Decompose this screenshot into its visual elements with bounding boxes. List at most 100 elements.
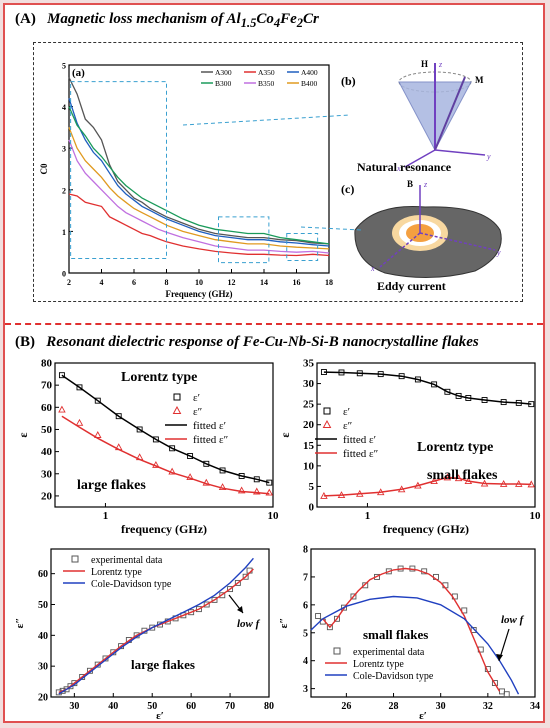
cole-large-legend-marker (71, 555, 79, 563)
small-eps-legend-label: fitted ε′ (343, 434, 376, 446)
large-eps-legend-label: fitted ε″ (193, 434, 228, 446)
c0-xlabel: Frequency (GHz) (165, 289, 232, 299)
c0-ytick-label: 1 (62, 228, 66, 237)
small_eps-ytick-label: 25 (303, 399, 315, 411)
cole_small-series-2-line (310, 595, 520, 695)
panel-a-text: Magnetic loss mechanism of Al1.5Co4Fe2Cr (47, 11, 319, 30)
cole_large-series-0-point (211, 596, 218, 603)
axis-label-m: M (475, 75, 484, 85)
c0-series-5-line (68, 127, 330, 250)
cole_small-series-0-point (461, 607, 468, 614)
small_eps-xtick-label: 1 (365, 510, 371, 522)
axis-label-b: B (407, 179, 413, 189)
cole_small-xtick-label: 26 (341, 701, 351, 712)
cole-large-arrowhead (237, 606, 243, 613)
cole_large-xlabel: ε′ (156, 710, 164, 721)
cole_small-xtick-label: 32 (483, 701, 493, 712)
small-eps-legend-label: ε′ (343, 406, 350, 418)
large_eps-series-0-point (76, 384, 83, 391)
large_eps-series-1-point (237, 486, 246, 494)
panel-b-label: (B) (15, 334, 35, 350)
cole-small-legend-marker (333, 647, 341, 655)
cole_large-ytick-label: 30 (38, 662, 48, 673)
c0-legend-label: B300 (215, 79, 232, 88)
large-flakes-cole-chart: 30 40 50 60 70 80 20 30 40 50 60 ε′ ε″ experimental d… (14, 548, 274, 721)
x-axis-line (404, 149, 436, 168)
c0-ytick-label: 0 (62, 270, 66, 279)
c0-series-4-line (68, 139, 330, 254)
c0-series-1-line (68, 193, 330, 257)
small-flakes-eps-chart: 1 10 0 5 10 15 20 25 30 35 frequency (GHz) ε ε′ ε″ fit… (278, 358, 541, 537)
small_eps-ytick-label: 5 (309, 481, 315, 493)
large_eps-ytick-label: 80 (41, 358, 53, 370)
cole_small-plot-frame (310, 548, 536, 698)
axis-label-x: x (396, 164, 401, 173)
small_eps-xlabel: frequency (GHz) (383, 522, 469, 536)
cole_small-ylabel: ε″ (278, 618, 290, 629)
large_eps-xtick-label: 1 (103, 510, 109, 522)
cole_large-series-0-point (234, 579, 241, 586)
large_eps-series-1-point (218, 483, 227, 491)
small-eps-legend-label: ε″ (343, 420, 352, 432)
large-eps-legend-marker (173, 393, 181, 401)
cole_large-ytick-label: 20 (38, 693, 48, 704)
eddy-axis-label-y: y (496, 248, 501, 257)
cole_small-xtick-label: 30 (436, 701, 446, 712)
cole_small-series-0-point (503, 691, 510, 698)
large_eps-series-0-point (203, 460, 210, 467)
c0-xtick-label: 6 (132, 278, 136, 287)
y-axis-line (434, 149, 486, 156)
c0-legend-label: A300 (215, 68, 232, 77)
large-eps-legend-label: ε′ (193, 392, 200, 404)
cole_small-series-0-point (350, 593, 357, 600)
axis-label-h: H (421, 59, 428, 69)
large_eps-ytick-label: 20 (41, 490, 53, 502)
cole_small-xlabel: ε′ (419, 710, 427, 721)
cole_large-series-0-point (227, 586, 234, 593)
cole_small-ytick-label: 8 (303, 545, 308, 556)
cole-small-arrow-label: low f (501, 614, 525, 626)
small_eps-ytick-label: 0 (309, 502, 315, 514)
large_eps-series-0-point (169, 445, 176, 452)
large_eps-plot-frame (54, 362, 274, 508)
large_eps-series-1-point (186, 473, 194, 481)
c0-xtick-label: 12 (228, 278, 236, 287)
cole-small-legend-label: Cole-Davidson type (353, 671, 434, 682)
c0-legend-label: A350 (258, 68, 275, 77)
large_eps-series-1-point (202, 478, 211, 486)
axis-label-y: y (486, 152, 491, 161)
large-eps-legend-label: fitted ε′ (193, 420, 226, 432)
cole_large-plot-frame (50, 548, 270, 698)
small_eps-ytick-label: 35 (303, 358, 315, 370)
small_eps-ytick-label: 10 (303, 460, 315, 472)
cole-large-legend-label: Cole-Davidson type (91, 579, 172, 590)
cole_large-ylabel: ε″ (14, 618, 26, 629)
large_eps-ytick-label: 30 (41, 468, 53, 480)
large_eps-ylabel: ε (16, 432, 30, 437)
cole-small-annotation: small flakes (363, 627, 428, 642)
large_eps-ytick-label: 70 (41, 380, 53, 392)
c0-series-0-line (68, 77, 330, 245)
c0-highlight-box-high (286, 232, 319, 262)
m-vector (434, 76, 466, 151)
connector-arrows (182, 114, 362, 231)
large_eps-ytick-label: 60 (41, 402, 53, 414)
small_eps-series-2-line (323, 371, 532, 405)
c0-highlight-box-low (70, 81, 167, 259)
panel-b-title: (B) Resonant dielectric response of Fe-C… (15, 334, 479, 351)
cole-small-arrowhead (496, 654, 503, 661)
sub-label-c: (c) (341, 182, 354, 196)
cole_small-series-0-point (491, 680, 498, 686)
connector-b (182, 114, 351, 126)
cole_large-ytick-label: 50 (38, 600, 48, 611)
cole-large-annotation: large flakes (131, 657, 195, 672)
section-divider (5, 323, 543, 325)
small-eps-annotation: small flakes (427, 468, 498, 483)
cole-large-arrow-label: low f (237, 618, 261, 630)
c0-series-2-line (68, 98, 330, 247)
cole_small-xtick-label: 28 (389, 701, 399, 712)
eddy-y-axis (419, 232, 496, 251)
small-eps-legend-marker (322, 419, 332, 428)
large_eps-series-1-point (265, 488, 274, 496)
